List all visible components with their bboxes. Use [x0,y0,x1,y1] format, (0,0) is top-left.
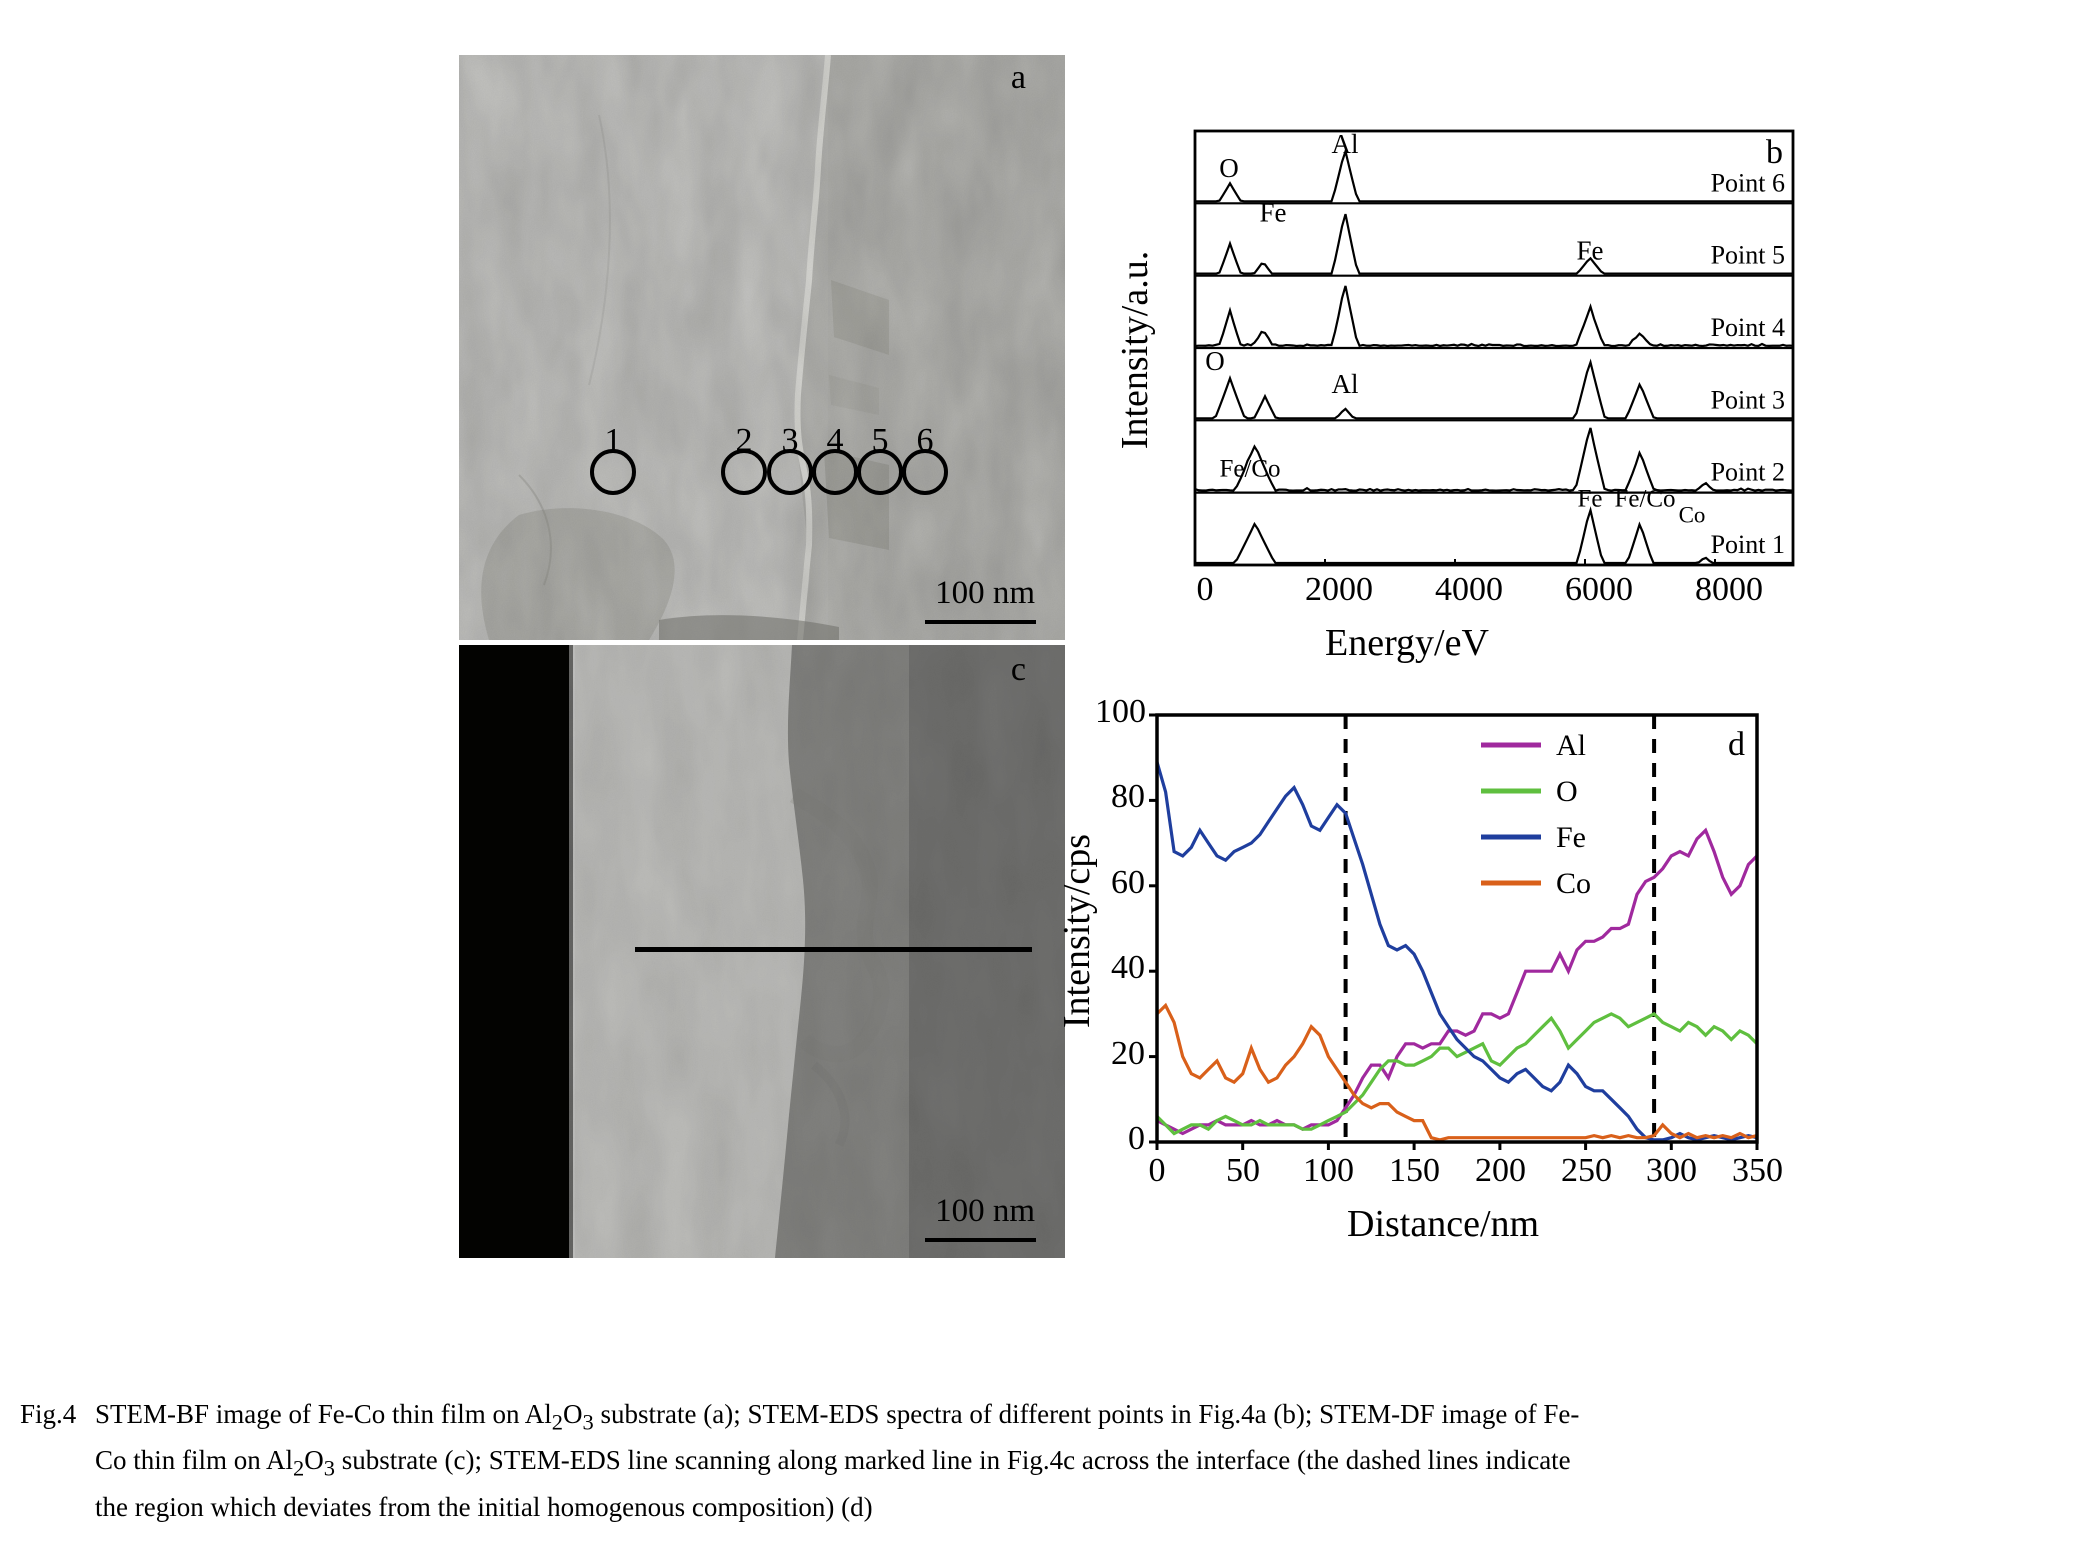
svg-text:a: a [1011,59,1026,96]
svg-text:b: b [1766,134,1783,171]
svg-text:Fe: Fe [1556,821,1586,854]
svg-text:Co: Co [1679,503,1706,528]
svg-text:Fe/Co: Fe/Co [1614,486,1675,513]
svg-text:100 nm: 100 nm [935,1193,1035,1229]
svg-text:Fe: Fe [1260,197,1287,227]
svg-text:Fe: Fe [1578,486,1603,513]
svg-text:O: O [1205,346,1225,376]
svg-text:Point 1: Point 1 [1711,530,1785,559]
svg-text:Point 2: Point 2 [1711,458,1785,487]
svg-text:Point 3: Point 3 [1711,385,1785,414]
svg-text:c: c [1011,651,1026,688]
svg-text:Point 5: Point 5 [1711,241,1785,270]
svg-text:O: O [1556,775,1578,808]
svg-text:Al: Al [1332,369,1359,399]
svg-text:Al: Al [1556,729,1586,762]
svg-text:Point 6: Point 6 [1711,168,1785,197]
svg-text:Fe: Fe [1577,235,1604,265]
svg-text:d: d [1728,726,1745,763]
svg-text:Co: Co [1556,867,1591,900]
svg-text:Fe/Co: Fe/Co [1219,456,1280,483]
svg-text:Point 4: Point 4 [1711,313,1785,342]
svg-text:100 nm: 100 nm [935,575,1035,611]
svg-text:O: O [1219,153,1239,183]
svg-text:Al: Al [1332,129,1359,159]
